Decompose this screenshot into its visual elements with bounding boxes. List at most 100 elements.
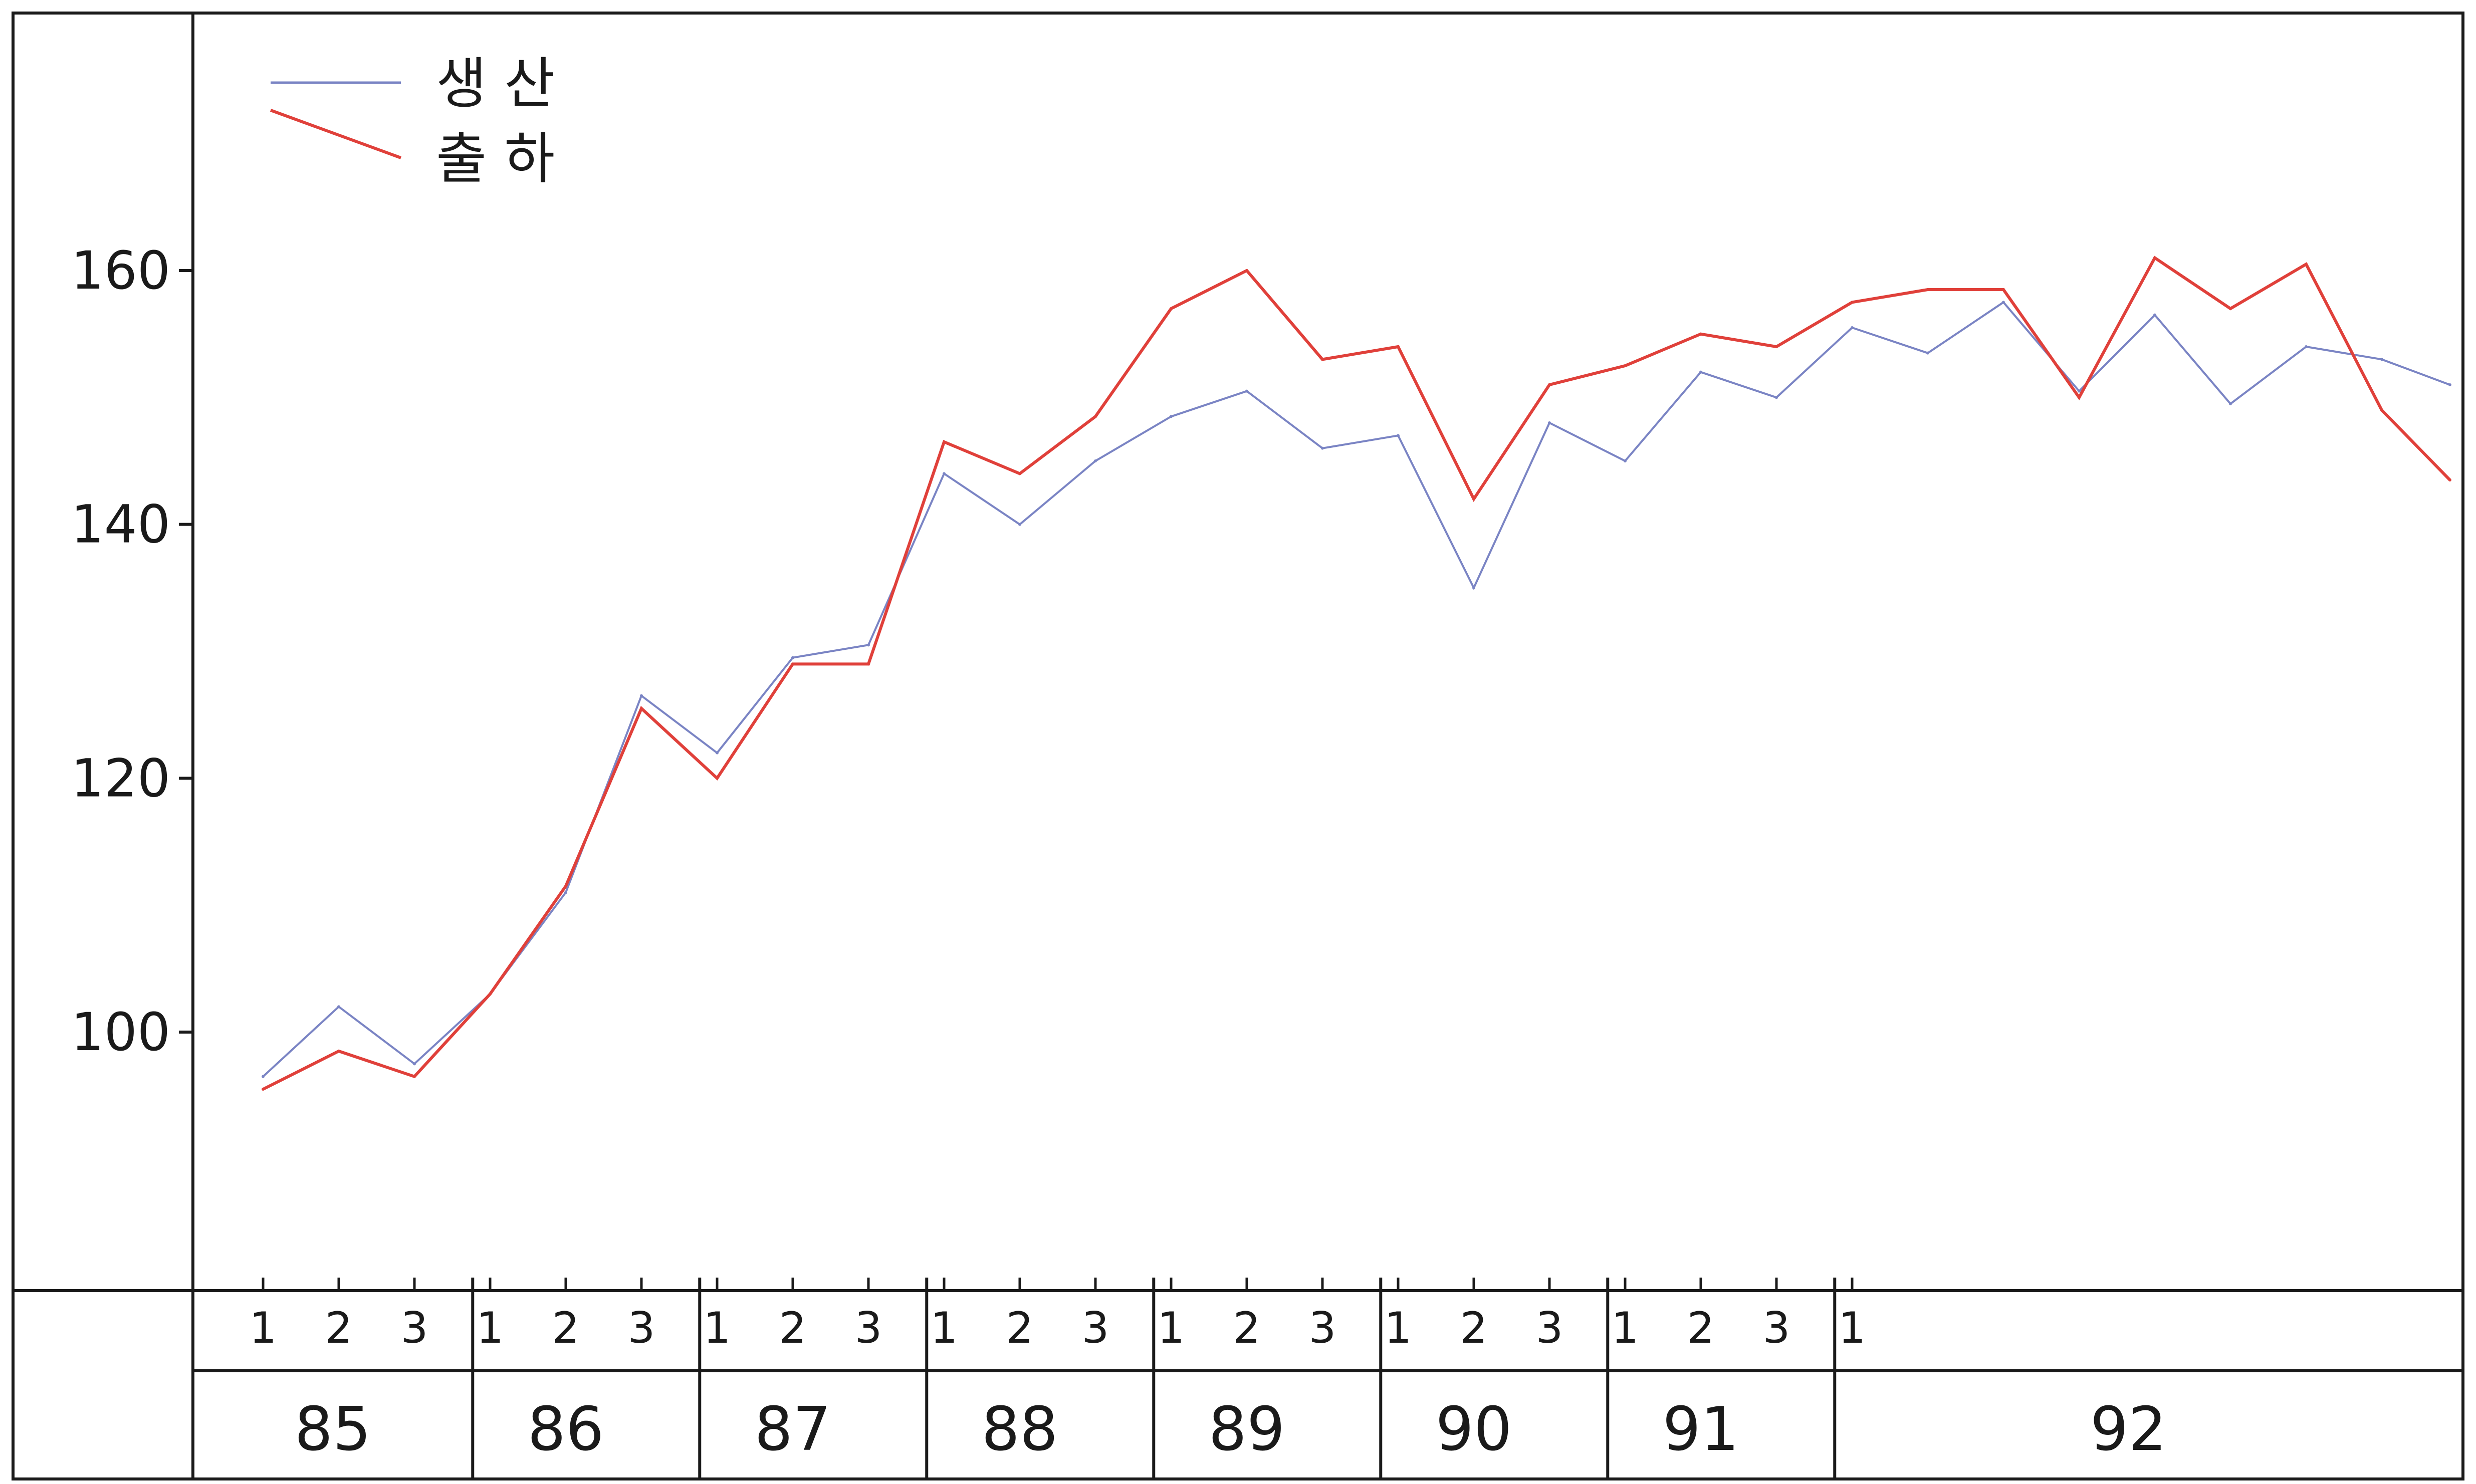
quarter-label: 1 (250, 1303, 277, 1353)
data-point-series-1 (1170, 415, 1173, 418)
data-point-series-2 (489, 993, 492, 996)
data-point-series-1 (1851, 326, 1854, 329)
data-point-series-2 (2002, 288, 2005, 291)
data-point-series-2 (1851, 301, 1854, 304)
data-point-series-1 (2153, 313, 2156, 317)
data-point-series-2 (716, 777, 719, 780)
year-label: 87 (755, 1395, 831, 1464)
data-point-series-2 (413, 1075, 416, 1078)
data-point-series-2 (1548, 383, 1551, 386)
data-point-series-1 (1548, 421, 1551, 424)
series-line-2 (262, 256, 2451, 1091)
quarter-label: 2 (325, 1303, 353, 1353)
year-label: 91 (1663, 1395, 1739, 1464)
data-point-series-2 (2448, 478, 2451, 481)
data-point-series-2 (2229, 307, 2232, 310)
data-point-series-1 (262, 1075, 265, 1078)
data-point-series-2 (640, 707, 643, 710)
data-point-series-1 (867, 643, 870, 647)
quarter-label: 3 (1309, 1303, 1336, 1353)
data-point-series-2 (1699, 332, 1702, 336)
data-point-series-1 (791, 656, 794, 659)
legend-label-2: 출 하 (436, 127, 555, 191)
data-point-series-1 (564, 891, 567, 894)
series-lines (262, 256, 2451, 1091)
data-point-series-2 (1094, 415, 1097, 418)
quarter-label: 2 (779, 1303, 807, 1353)
data-point-series-2 (262, 1088, 265, 1091)
data-point-series-1 (2002, 301, 2005, 304)
data-point-series-2 (1397, 345, 1400, 348)
legend-swatch-2 (270, 109, 402, 159)
year-label: 88 (982, 1395, 1058, 1464)
data-point-series-1 (2305, 345, 2308, 348)
quarter-label: 1 (704, 1303, 731, 1353)
data-point-series-1 (1624, 459, 1627, 462)
quarter-label: 3 (855, 1303, 882, 1353)
data-point-series-2 (1624, 364, 1627, 367)
year-label: 92 (2090, 1395, 2167, 1464)
data-point-series-1 (1321, 446, 1324, 450)
data-point-series-2 (337, 1050, 340, 1053)
data-point-series-2 (2078, 396, 2081, 399)
quarter-label: 2 (1460, 1303, 1488, 1353)
data-point-series-2 (1472, 498, 1475, 501)
data-point-series-1 (2078, 389, 2081, 393)
quarter-label: 3 (401, 1303, 428, 1353)
quarter-label: 2 (1687, 1303, 1715, 1353)
quarter-label: 3 (1536, 1303, 1563, 1353)
chart-frame (12, 12, 2464, 1480)
quarter-label: 2 (552, 1303, 580, 1353)
data-point-series-1 (640, 694, 643, 697)
data-point-series-2 (2305, 263, 2308, 266)
quarter-label: 1 (1385, 1303, 1412, 1353)
data-point-series-2 (791, 662, 794, 666)
data-point-series-1 (716, 751, 719, 755)
data-point-series-1 (1397, 434, 1400, 437)
data-point-series-1 (413, 1062, 416, 1066)
year-label: 90 (1436, 1395, 1512, 1464)
quarter-label: 2 (1233, 1303, 1261, 1353)
data-point-series-2 (867, 662, 870, 666)
y-axis-ticks: 100 120 140 160 (71, 240, 193, 1063)
data-point-series-1 (1775, 396, 1778, 399)
data-point-series-1 (1018, 523, 1021, 526)
data-point-series-2 (943, 440, 946, 443)
quarter-label: 1 (931, 1303, 958, 1353)
year-label: 85 (295, 1395, 371, 1464)
y-tick-label: 100 (71, 1002, 170, 1063)
data-point-series-1 (1699, 370, 1702, 374)
data-point-series-2 (2153, 256, 2156, 260)
data-point-series-1 (2448, 383, 2451, 386)
data-point-series-2 (2380, 408, 2383, 412)
series-line-1 (262, 301, 2450, 1078)
data-point-series-2 (564, 884, 567, 888)
data-point-series-1 (1245, 389, 1248, 393)
data-point-series-1 (1472, 586, 1475, 590)
data-point-series-2 (1170, 307, 1173, 310)
quarter-label: 3 (1082, 1303, 1109, 1353)
quarter-label: 1 (1839, 1303, 1866, 1353)
y-tick-label: 160 (71, 240, 170, 301)
legend: 생 산출 하 (270, 52, 555, 191)
year-label: 86 (528, 1395, 604, 1464)
quarter-label: 3 (1763, 1303, 1790, 1353)
data-point-series-2 (1775, 345, 1778, 348)
data-point-series-2 (1018, 472, 1021, 475)
data-point-series-2 (1245, 269, 1248, 272)
data-point-series-1 (2380, 358, 2383, 361)
quarter-label: 1 (477, 1303, 504, 1353)
y-tick-label: 140 (71, 494, 170, 555)
data-point-series-2 (1926, 288, 1929, 291)
data-point-series-1 (1926, 351, 1929, 355)
quarter-label: 1 (1158, 1303, 1185, 1353)
quarter-label: 1 (1612, 1303, 1639, 1353)
y-tick-label: 120 (71, 748, 170, 809)
data-point-series-1 (2229, 402, 2232, 405)
data-point-series-1 (337, 1005, 340, 1009)
data-point-series-1 (1094, 459, 1097, 462)
year-label: 89 (1209, 1395, 1285, 1464)
quarter-label: 3 (628, 1303, 655, 1353)
